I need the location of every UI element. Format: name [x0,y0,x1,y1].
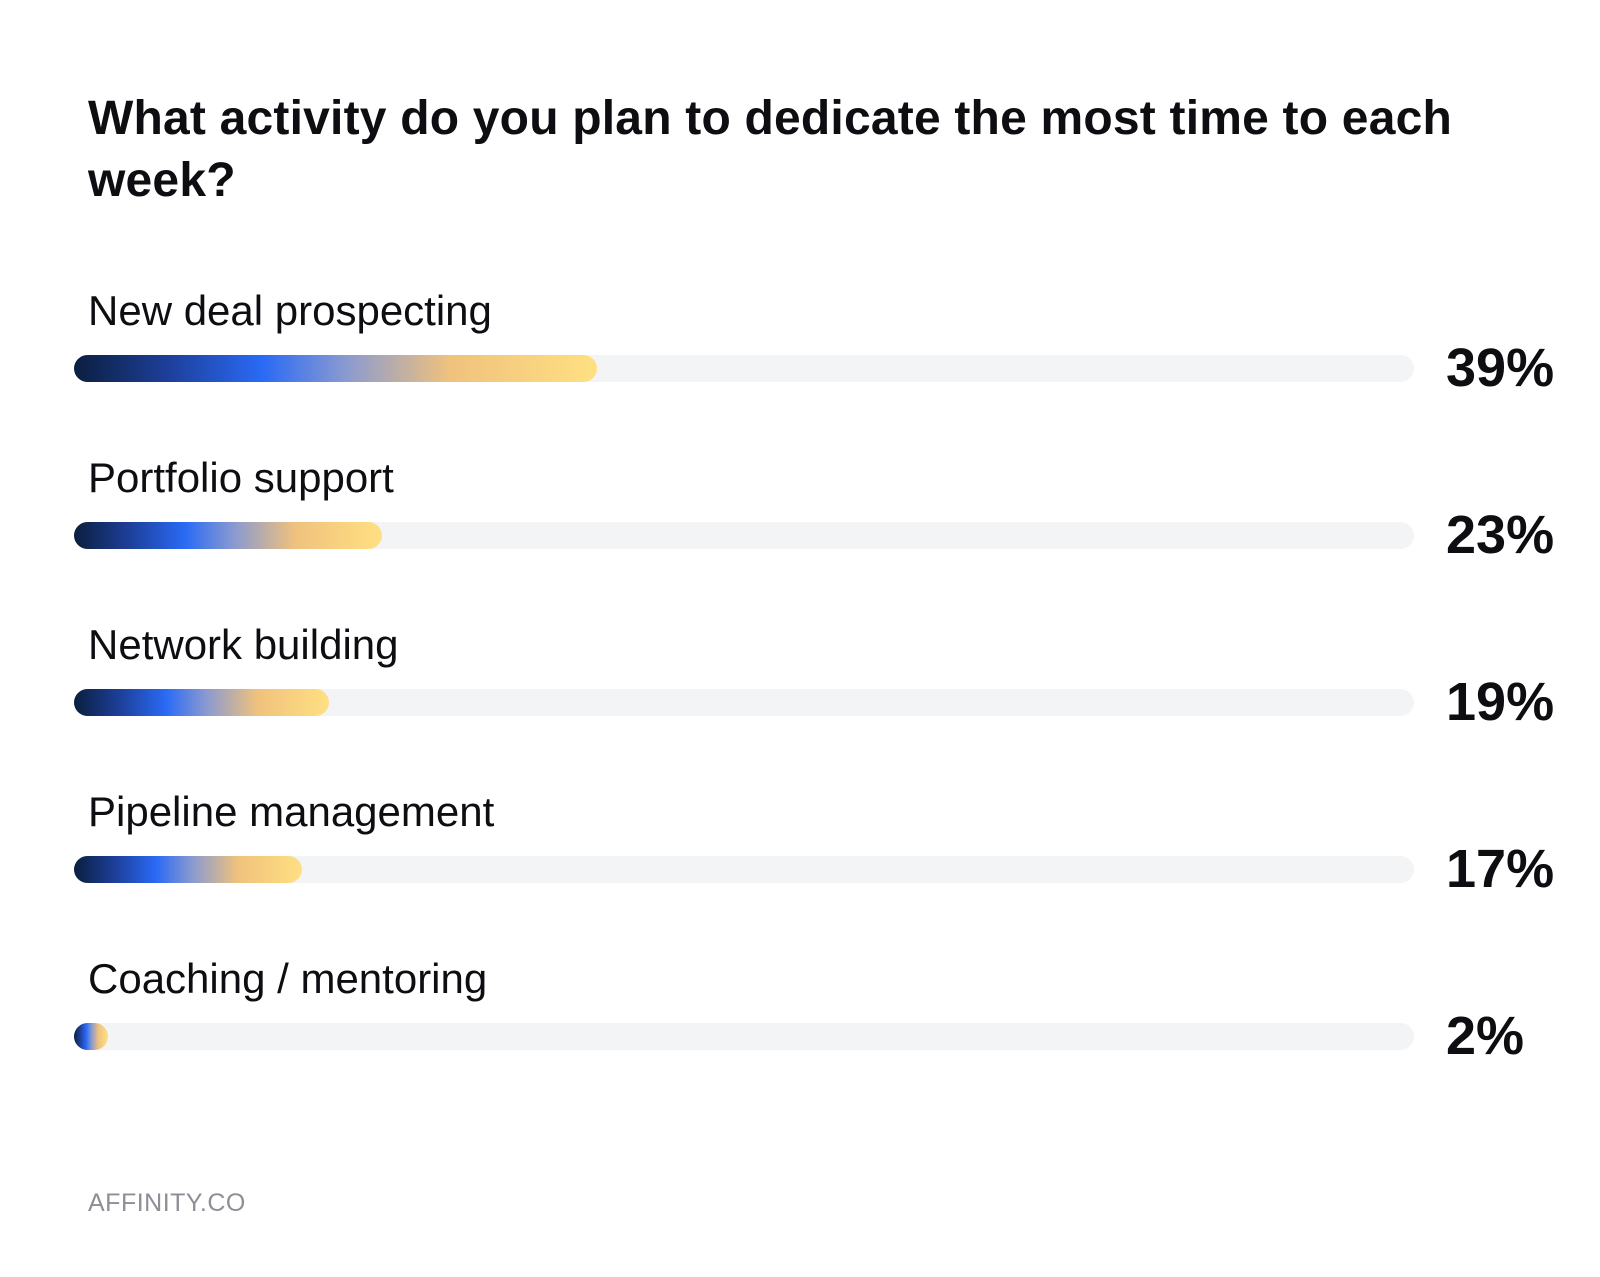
category-label: Coaching / mentoring [88,955,488,1002]
bar-fill [74,856,302,883]
value-label: 39% [1446,338,1555,398]
category-label: Pipeline management [88,788,495,835]
value-label: 2% [1446,1006,1525,1066]
bar-row: Network building 19% [0,620,1600,740]
bar-row: New deal prospecting 39% [0,286,1600,406]
category-label: Portfolio support [88,454,394,501]
value-label: 23% [1446,505,1555,565]
category-label: New deal prospecting [88,287,492,334]
value-label: 19% [1446,672,1555,732]
source-credit: AFFINITY.CO [88,1189,246,1217]
bar-fill [74,355,597,382]
value-label: 17% [1446,839,1555,899]
category-label: Network building [88,621,399,668]
bar-row: Coaching / mentoring 2% [0,954,1600,1074]
bar-row: Pipeline management 17% [0,787,1600,907]
bar-fill [74,689,329,716]
bar-track [74,522,1414,549]
bar-fill [74,1023,108,1050]
bar-row: Portfolio support 23% [0,453,1600,573]
chart-title: What activity do you plan to dedicate th… [88,92,1453,207]
bar-fill [74,522,383,549]
bar-track [74,856,1414,883]
bar-track [74,1023,1414,1050]
bar-track [74,355,1414,382]
bar-track [74,689,1414,716]
